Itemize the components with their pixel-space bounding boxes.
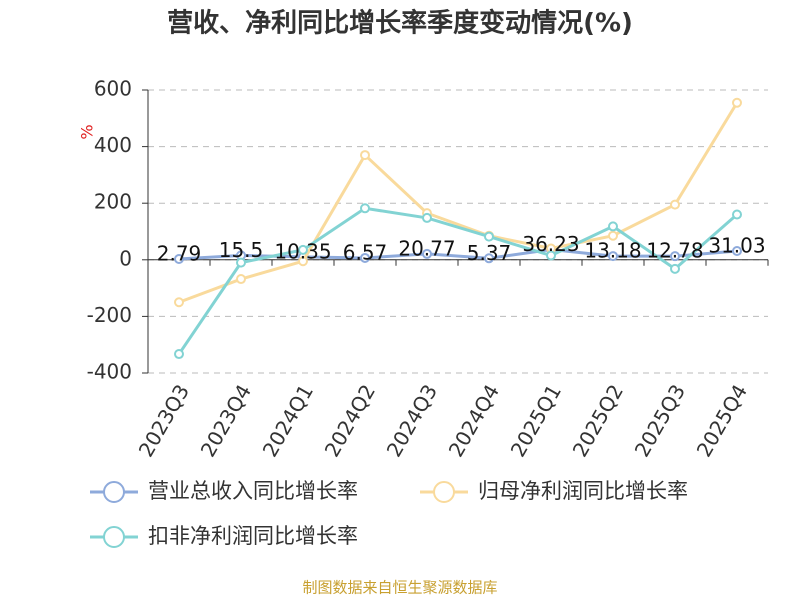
point bbox=[484, 253, 494, 264]
x-tick-label: 2025Q4 bbox=[692, 380, 752, 461]
point bbox=[174, 297, 184, 308]
point bbox=[360, 150, 370, 161]
data-label: 10.35 bbox=[274, 239, 331, 263]
y-tick-label: 600 bbox=[94, 77, 132, 101]
data-label: 31.03 bbox=[708, 234, 765, 258]
x-tick-label: 2024Q3 bbox=[382, 380, 442, 461]
source: 制图数据来自恒生聚源数据库 bbox=[302, 579, 497, 597]
y-tick-label: -400 bbox=[87, 360, 132, 384]
x-tick-label: 2024Q1 bbox=[258, 380, 318, 461]
x-tick-label: 2025Q1 bbox=[506, 380, 566, 461]
legend-marker bbox=[433, 481, 455, 503]
data-label: 6.57 bbox=[343, 240, 388, 264]
x-tick-label: 2023Q4 bbox=[196, 380, 256, 461]
y-tick-label: 0 bbox=[119, 246, 132, 270]
point bbox=[608, 230, 618, 241]
point bbox=[670, 263, 680, 274]
point bbox=[732, 97, 742, 108]
legend-label: 归母净利润同比增长率 bbox=[478, 479, 688, 503]
y-unit: % bbox=[78, 124, 97, 139]
point bbox=[670, 199, 680, 210]
point bbox=[422, 248, 432, 259]
point bbox=[174, 349, 184, 360]
series-line bbox=[177, 206, 738, 355]
data-label: 13.18 bbox=[584, 239, 641, 263]
point bbox=[608, 251, 618, 262]
point bbox=[732, 209, 742, 220]
point bbox=[236, 274, 246, 285]
chart-title: 营收、净利同比增长率季度变动情况(%) bbox=[167, 8, 633, 39]
x-tick-label: 2024Q4 bbox=[444, 380, 504, 461]
legend-marker bbox=[103, 481, 125, 503]
x-tick-label: 2025Q2 bbox=[568, 380, 628, 461]
point bbox=[670, 251, 680, 262]
y-tick-label: 200 bbox=[94, 190, 132, 214]
data-label: 15.5 bbox=[219, 238, 264, 262]
y-tick-label: -200 bbox=[87, 303, 132, 327]
x-tick-label: 2025Q3 bbox=[630, 380, 690, 461]
point bbox=[732, 246, 742, 257]
data-label: 20.77 bbox=[398, 236, 455, 260]
data-label: 2.79 bbox=[157, 242, 202, 266]
data-label: 5.37 bbox=[467, 241, 512, 265]
point bbox=[608, 221, 618, 232]
point bbox=[484, 231, 494, 242]
point bbox=[360, 203, 370, 214]
point bbox=[422, 212, 432, 223]
series-line bbox=[178, 101, 739, 304]
point bbox=[360, 252, 370, 263]
point bbox=[546, 250, 556, 261]
point bbox=[236, 257, 246, 268]
point bbox=[298, 256, 308, 267]
legend-marker bbox=[103, 526, 125, 548]
x-tick-label: 2024Q2 bbox=[320, 380, 380, 461]
legend-label: 营业总收入同比增长率 bbox=[148, 479, 358, 503]
point bbox=[298, 244, 308, 255]
data-label: 12.78 bbox=[646, 239, 703, 263]
y-tick-label: 400 bbox=[94, 133, 132, 157]
point bbox=[174, 254, 184, 265]
legend-label: 扣非净利润同比增长率 bbox=[148, 524, 358, 548]
x-tick-label: 2023Q3 bbox=[134, 380, 194, 461]
data-label: 36.23 bbox=[522, 232, 579, 256]
